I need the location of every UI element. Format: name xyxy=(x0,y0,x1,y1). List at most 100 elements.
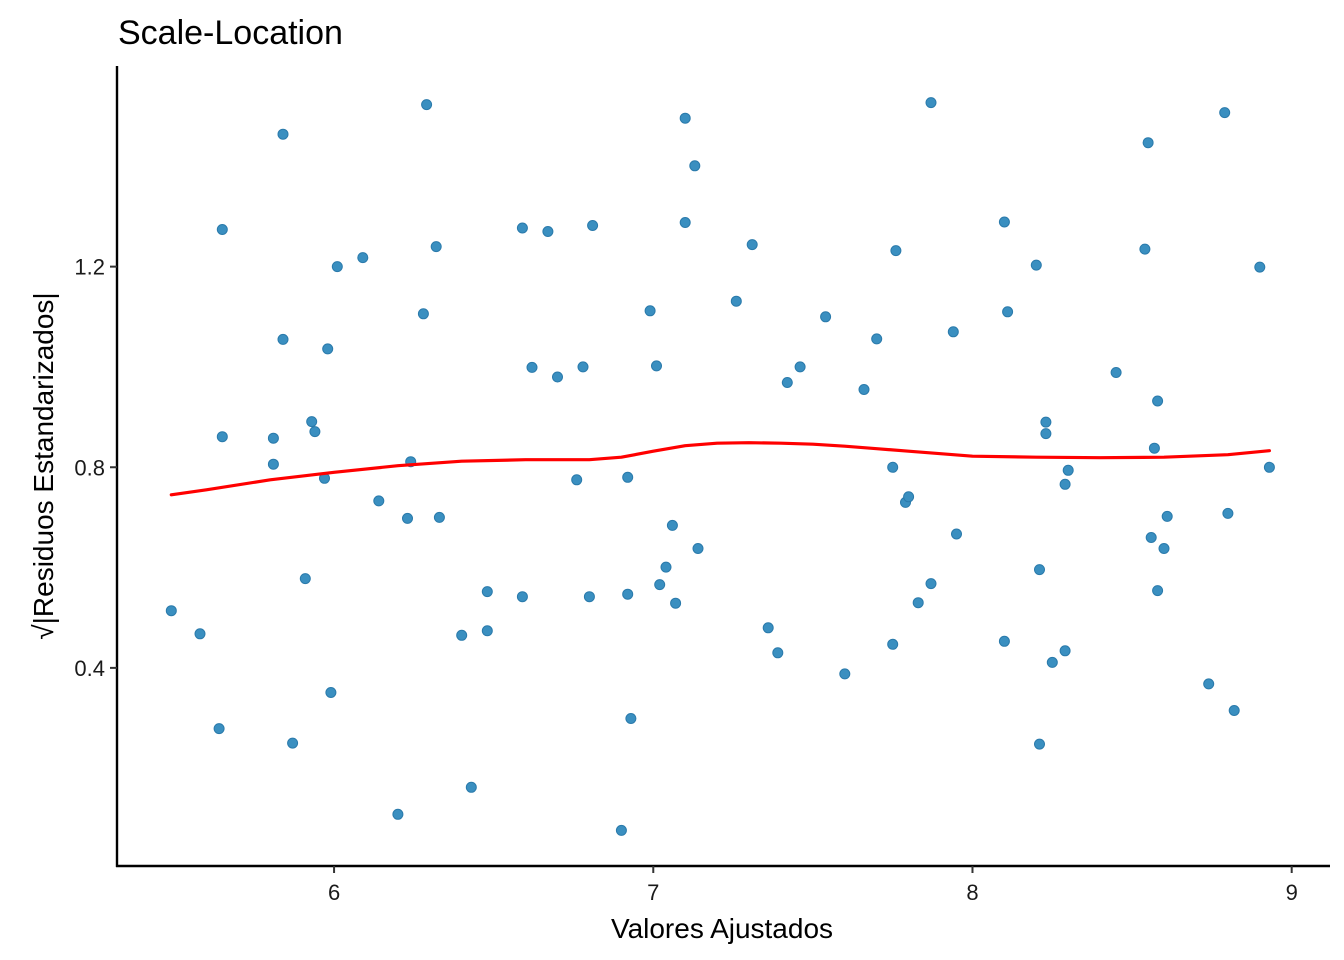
scatter-point-88 xyxy=(1142,137,1154,149)
scatter-point-40 xyxy=(615,824,627,836)
scatter-point-13 xyxy=(309,426,321,438)
scatter-point-16 xyxy=(325,687,337,698)
y-tick-label: 1.2 xyxy=(74,255,105,280)
scatter-point-8 xyxy=(277,128,289,140)
scatter-point-3 xyxy=(213,723,225,735)
scatter-point-96 xyxy=(1219,107,1231,119)
scatter-point-47 xyxy=(660,561,672,573)
scatter-point-72 xyxy=(947,326,959,338)
scatter-points xyxy=(165,97,1275,836)
scatter-point-25 xyxy=(430,241,442,253)
scatter-point-55 xyxy=(746,239,758,251)
scatter-point-92 xyxy=(1152,395,1164,407)
scatter-point-23 xyxy=(417,308,429,320)
scatter-point-34 xyxy=(542,226,554,237)
x-tick-label: 9 xyxy=(1286,880,1298,905)
scatter-point-97 xyxy=(1222,507,1234,519)
scatter-point-46 xyxy=(654,579,666,591)
scatter-point-56 xyxy=(762,622,774,634)
scatter-point-81 xyxy=(1040,416,1052,428)
scatter-point-52 xyxy=(689,160,701,172)
scatter-point-84 xyxy=(1059,478,1071,490)
scatter-point-48 xyxy=(666,519,678,531)
x-tick-label: 8 xyxy=(966,880,978,905)
scatter-point-31 xyxy=(516,591,528,603)
scatter-point-12 xyxy=(306,416,318,428)
scatter-point-18 xyxy=(357,252,369,264)
scatter-point-60 xyxy=(820,311,832,323)
scatter-point-93 xyxy=(1158,543,1170,554)
scatter-point-70 xyxy=(925,578,937,590)
scatter-point-44 xyxy=(644,305,656,317)
scatter-point-87 xyxy=(1139,243,1151,255)
scatter-point-50 xyxy=(679,217,691,228)
scatter-point-91 xyxy=(1152,585,1164,597)
scatter-point-86 xyxy=(1110,367,1122,378)
scatter-point-94 xyxy=(1161,510,1173,522)
scatter-point-89 xyxy=(1145,532,1157,543)
scatter-point-59 xyxy=(794,361,806,373)
scatter-point-54 xyxy=(730,295,742,307)
scatter-point-20 xyxy=(392,808,404,820)
scatter-point-21 xyxy=(402,512,413,524)
scatter-point-66 xyxy=(890,245,902,257)
x-tick-label: 6 xyxy=(328,880,340,905)
scatter-point-51 xyxy=(679,112,691,124)
scatter-point-95 xyxy=(1203,678,1215,690)
scatter-point-43 xyxy=(625,713,637,724)
scatter-point-53 xyxy=(692,543,704,554)
scatter-point-62 xyxy=(858,384,870,395)
scatter-point-33 xyxy=(526,361,538,373)
scatter-point-15 xyxy=(322,343,334,355)
scatter-point-80 xyxy=(1040,428,1052,440)
x-axis-ticks: 6 7 8 9 xyxy=(328,866,1298,905)
scatter-point-27 xyxy=(456,629,468,641)
scatter-point-74 xyxy=(998,635,1010,647)
scatter-point-36 xyxy=(571,474,583,486)
scatter-point-2 xyxy=(194,628,206,640)
scatter-point-58 xyxy=(781,377,793,388)
scatter-point-45 xyxy=(651,360,662,372)
scatter-point-9 xyxy=(277,333,289,345)
scatter-point-76 xyxy=(1002,306,1014,318)
scatter-point-69 xyxy=(912,597,924,609)
scatter-point-73 xyxy=(951,528,962,540)
scatter-point-100 xyxy=(1263,461,1275,473)
scatter-point-41 xyxy=(622,588,634,600)
scatter-point-71 xyxy=(925,97,937,109)
scatter-point-42 xyxy=(622,471,634,483)
scatter-point-30 xyxy=(481,625,493,637)
scatter-point-65 xyxy=(887,461,899,473)
scatter-point-1 xyxy=(165,605,177,617)
scatter-point-85 xyxy=(1062,464,1074,476)
y-tick-label: 0.4 xyxy=(74,656,105,681)
scatter-point-77 xyxy=(1030,259,1042,271)
scatter-point-98 xyxy=(1228,705,1240,716)
scatter-point-28 xyxy=(465,781,477,793)
scatter-point-82 xyxy=(1046,656,1058,668)
y-tick-label: 0.8 xyxy=(74,455,105,480)
scatter-point-83 xyxy=(1059,645,1071,657)
chart-title: Scale-Location xyxy=(118,14,343,52)
scatter-point-32 xyxy=(516,222,528,234)
scatter-point-57 xyxy=(772,647,784,659)
scatter-point-6 xyxy=(267,432,279,444)
scatter-point-5 xyxy=(216,431,228,443)
scatter-point-37 xyxy=(577,361,589,373)
y-axis-title: √|Residuos Estandarizados| xyxy=(28,292,59,639)
scatter-point-10 xyxy=(287,737,299,749)
scatter-point-78 xyxy=(1034,564,1045,576)
scatter-point-99 xyxy=(1254,261,1266,273)
scatter-point-64 xyxy=(887,638,899,650)
x-axis-title: Valores Ajustados xyxy=(611,913,833,944)
loess-smooth-line xyxy=(169,441,1271,497)
scatter-point-4 xyxy=(216,224,228,235)
scatter-point-79 xyxy=(1034,738,1045,750)
scatter-point-90 xyxy=(1148,442,1160,454)
scatter-point-11 xyxy=(299,573,311,585)
scatter-point-68 xyxy=(903,491,915,503)
scatter-point-35 xyxy=(552,371,563,383)
scatter-point-49 xyxy=(670,597,682,609)
scatter-point-38 xyxy=(583,591,595,603)
